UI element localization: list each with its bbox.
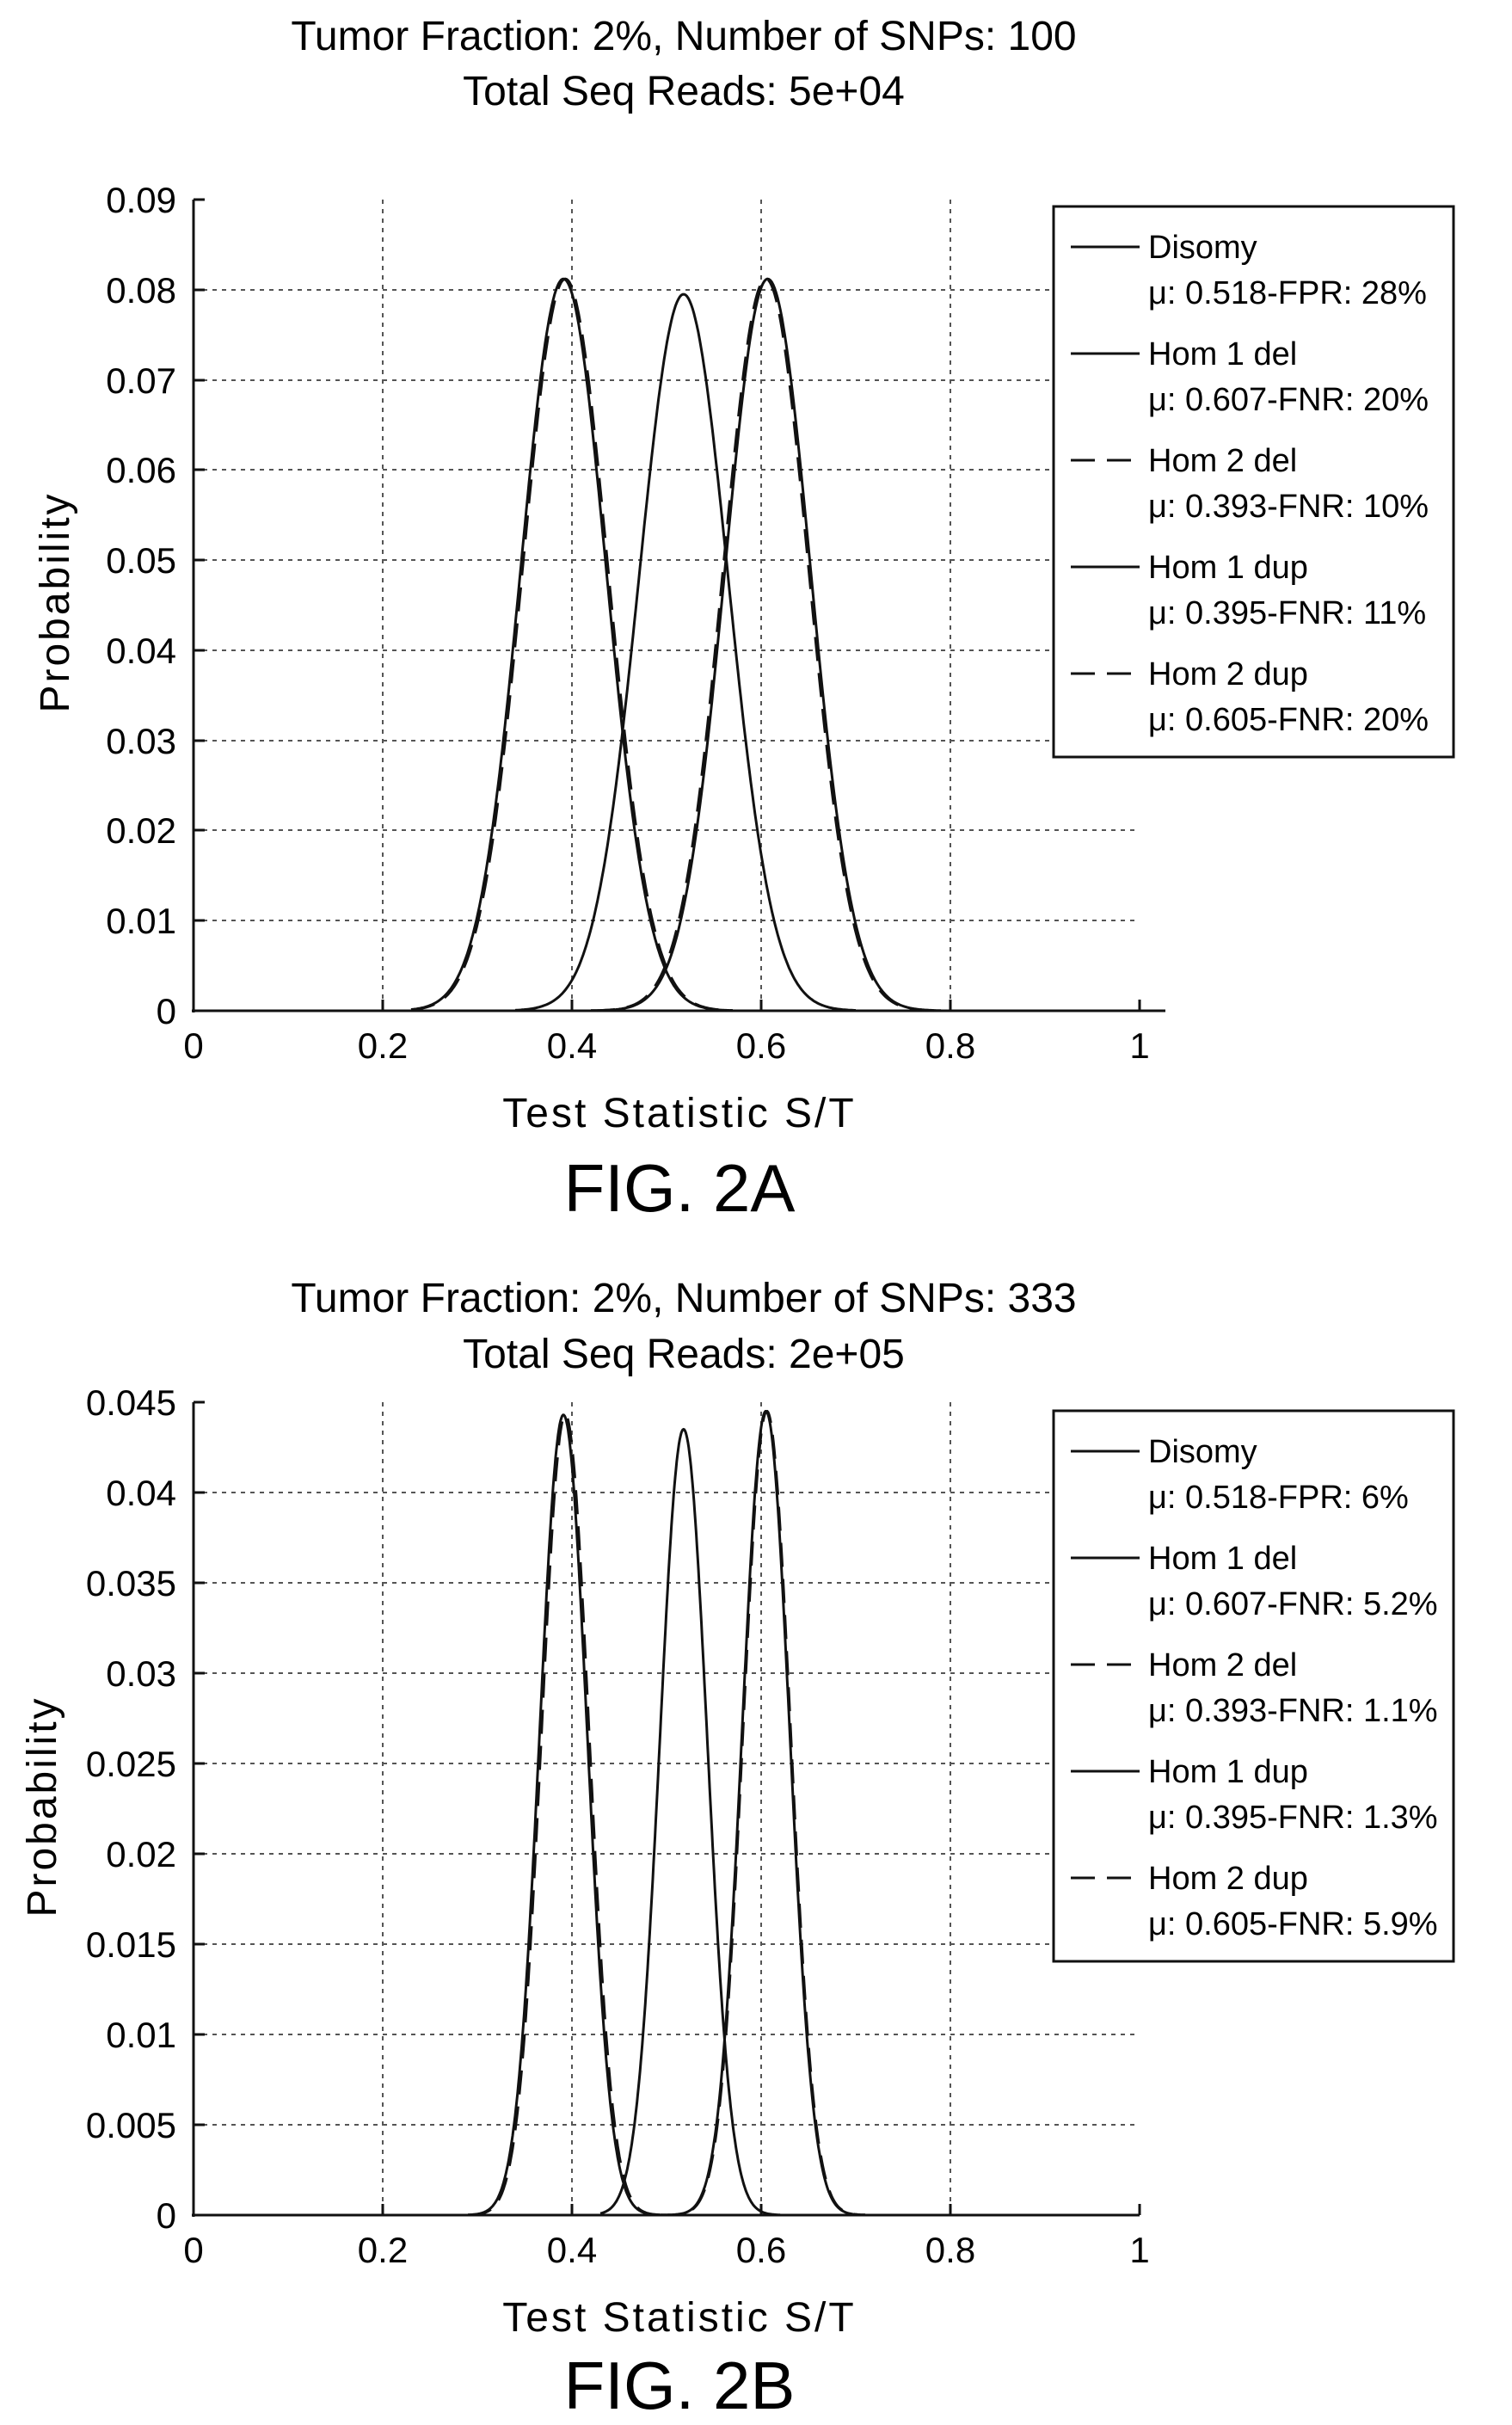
chart-2b: Tumor Fraction: 2%, Number of SNPs: 333 …: [20, 1276, 1455, 2423]
series-curve-hom-1-dup: [410, 277, 734, 1012]
legend-label: Hom 2 dup: [1148, 656, 1308, 692]
y-tick-label: 0.045: [86, 1382, 176, 1423]
series-curve-disomy: [514, 292, 856, 1012]
axes: [192, 200, 1165, 1012]
y-tick-label: 0.03: [106, 721, 176, 761]
y-tick-label: 0.02: [106, 810, 176, 851]
grid-lines: [194, 200, 1140, 1011]
y-tick-label: 0: [157, 991, 176, 1031]
series-curve-hom-2-dup: [591, 277, 941, 1012]
legend-label: Hom 1 dup: [1148, 550, 1308, 586]
legend-label: Hom 1 del: [1148, 336, 1297, 372]
x-tick-label: 0.4: [547, 2230, 597, 2270]
series-curve-hom-2-dup: [657, 1410, 865, 2217]
legend-stat: μ: 0.607-FNR: 5.2%: [1148, 1586, 1438, 1622]
x-tick-label: 0: [183, 2230, 203, 2270]
x-tick-label: 0: [183, 1025, 203, 1066]
legend-label: Hom 2 dup: [1148, 1861, 1308, 1897]
y-tick-label: 0: [157, 2195, 176, 2236]
series-curve-hom-1-dup: [468, 1413, 667, 2217]
legend-label: Hom 1 del: [1148, 1541, 1297, 1577]
axes: [192, 1402, 1140, 2217]
y-tick-label: 0.01: [106, 2015, 176, 2055]
x-tick-label: 0.2: [358, 2230, 408, 2270]
legend-stat: μ: 0.607-FNR: 20%: [1148, 382, 1429, 418]
y-tick-label: 0.06: [106, 450, 176, 490]
x-axis-label: Test Statistic S/T: [502, 2295, 856, 2341]
y-axis-label: Probability: [20, 1696, 65, 1917]
y-tick-label: 0.005: [86, 2105, 176, 2145]
x-ticks: 0 0.2 0.4 0.6 0.8 1: [183, 1000, 1150, 1066]
legend-stat: μ: 0.395-FNR: 1.3%: [1148, 1800, 1438, 1836]
y-ticks: 0 0.01 0.02 0.03 0.04 0.05 0.06 0.07 0.0…: [106, 180, 205, 1031]
y-tick-label: 0.03: [106, 1653, 176, 1694]
series-curve-disomy: [599, 1427, 781, 2217]
y-tick-label: 0.05: [106, 540, 176, 581]
x-tick-label: 0.6: [736, 1025, 786, 1066]
series-curve-hom-2-del: [468, 1413, 667, 2217]
y-tick-label: 0.04: [106, 1473, 176, 1513]
x-tick-label: 1: [1129, 1025, 1149, 1066]
legend-label: Disomy: [1148, 230, 1257, 266]
grid-lines: [194, 1402, 1140, 2215]
legend-label: Disomy: [1148, 1434, 1257, 1470]
y-tick-label: 0.07: [106, 360, 176, 401]
legend-label: Hom 1 dup: [1148, 1754, 1308, 1790]
legend-stat: μ: 0.605-FNR: 20%: [1148, 702, 1429, 738]
legend-stat: μ: 0.605-FNR: 5.9%: [1148, 1906, 1438, 1942]
y-tick-label: 0.08: [106, 270, 176, 311]
legend: Disomy μ: 0.518-FPR: 28% Hom 1 del μ: 0.…: [1052, 205, 1455, 759]
x-ticks: 0 0.2 0.4 0.6 0.8 1: [183, 2204, 1150, 2270]
y-tick-label: 0.015: [86, 1924, 176, 1965]
legend: Disomy μ: 0.518-FPR: 6% Hom 1 del μ: 0.6…: [1052, 1409, 1455, 1963]
legend-stat: μ: 0.518-FPR: 6%: [1148, 1480, 1409, 1516]
chart-subtitle: Total Seq Reads: 2e+05: [463, 1332, 905, 1377]
legend-stat: μ: 0.393-FNR: 10%: [1148, 489, 1429, 525]
chart-title: Tumor Fraction: 2%, Number of SNPs: 333: [291, 1276, 1076, 1321]
x-tick-label: 0.4: [547, 1025, 597, 1066]
figure-caption: FIG. 2A: [564, 1150, 796, 1226]
legend-box: [1052, 1409, 1455, 1963]
series-curve-hom-1-del: [591, 277, 942, 1012]
series-curve-hom-2-del: [410, 277, 733, 1012]
legend-box: [1052, 205, 1455, 759]
x-tick-label: 0.6: [736, 2230, 786, 2270]
x-tick-label: 0.2: [358, 1025, 408, 1066]
legend-stat: μ: 0.395-FNR: 11%: [1148, 595, 1426, 631]
plot-curves: [410, 277, 942, 1012]
y-tick-label: 0.04: [106, 631, 176, 671]
chart-title: Tumor Fraction: 2%, Number of SNPs: 100: [291, 14, 1076, 59]
y-tick-label: 0.02: [106, 1834, 176, 1874]
plot-curves: [468, 1410, 866, 2217]
x-tick-label: 0.8: [925, 1025, 975, 1066]
x-axis-label: Test Statistic S/T: [502, 1091, 856, 1136]
figure-caption: FIG. 2B: [564, 2348, 796, 2423]
legend-stat: μ: 0.393-FNR: 1.1%: [1148, 1693, 1438, 1729]
y-tick-label: 0.09: [106, 180, 176, 220]
y-tick-label: 0.01: [106, 901, 176, 941]
chart-2a: Tumor Fraction: 2%, Number of SNPs: 100 …: [33, 14, 1455, 1226]
y-tick-label: 0.035: [86, 1563, 176, 1603]
legend-label: Hom 2 del: [1148, 443, 1297, 479]
y-ticks: 0 0.005 0.01 0.015 0.02 0.025 0.03 0.035…: [86, 1382, 205, 2236]
legend-stat: μ: 0.518-FPR: 28%: [1148, 275, 1427, 311]
legend-label: Hom 2 del: [1148, 1647, 1297, 1683]
y-tick-label: 0.025: [86, 1744, 176, 1784]
y-axis-label: Probability: [33, 491, 78, 712]
x-tick-label: 1: [1129, 2230, 1149, 2270]
chart-subtitle: Total Seq Reads: 5e+04: [463, 69, 905, 114]
x-tick-label: 0.8: [925, 2230, 975, 2270]
